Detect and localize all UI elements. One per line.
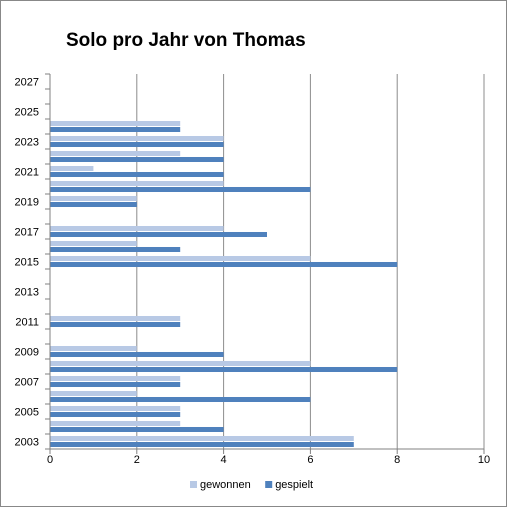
bar-gewonnen-2009 bbox=[50, 346, 137, 351]
y-tick-label: 2009 bbox=[15, 347, 39, 359]
y-tick-label: 2007 bbox=[15, 377, 39, 389]
bar-gespielt-2003 bbox=[50, 442, 354, 447]
bar-gewonnen-2007 bbox=[50, 376, 181, 381]
x-tick-label: 0 bbox=[47, 454, 53, 466]
bar-gewonnen-2015 bbox=[50, 256, 311, 261]
x-tick-label: 6 bbox=[307, 454, 313, 466]
y-tick-label: 2017 bbox=[15, 227, 39, 239]
bar-gespielt-2005 bbox=[50, 412, 181, 417]
x-tick-label: 4 bbox=[221, 454, 227, 466]
bar-gewonnen-2011 bbox=[50, 316, 181, 321]
legend-label-gewonnen: gewonnen bbox=[200, 479, 251, 491]
bar-gespielt-2008 bbox=[50, 367, 398, 372]
bar-gewonnen-2024 bbox=[50, 121, 181, 126]
y-tick-label: 2013 bbox=[15, 287, 39, 299]
y-tick-label: 2021 bbox=[15, 167, 39, 179]
chart-title: Solo pro Jahr von Thomas bbox=[66, 30, 306, 51]
bar-gespielt-2009 bbox=[50, 352, 224, 357]
bar-gewonnen-2008 bbox=[50, 361, 311, 366]
bar-gespielt-2022 bbox=[50, 157, 224, 162]
bar-gewonnen-2005 bbox=[50, 406, 181, 411]
bar-gespielt-2007 bbox=[50, 382, 181, 387]
y-tick-label: 2019 bbox=[15, 197, 39, 209]
bar-gewonnen-2016 bbox=[50, 241, 137, 246]
y-tick-label: 2015 bbox=[15, 257, 39, 269]
bar-gespielt-2019 bbox=[50, 202, 137, 207]
bar-gewonnen-2023 bbox=[50, 136, 224, 141]
legend-swatch-gespielt bbox=[265, 481, 273, 488]
x-tick-label: 8 bbox=[394, 454, 400, 466]
bar-gespielt-2020 bbox=[50, 187, 311, 192]
legend-swatch-gewonnen bbox=[190, 481, 197, 488]
x-tick-label: 10 bbox=[478, 454, 490, 466]
bar-gespielt-2023 bbox=[50, 142, 224, 147]
bar-gewonnen-2022 bbox=[50, 151, 181, 156]
bar-gewonnen-2020 bbox=[50, 181, 224, 186]
bar-gewonnen-2017 bbox=[50, 226, 224, 231]
y-tick-label: 2003 bbox=[15, 437, 39, 449]
y-tick-label: 2023 bbox=[15, 137, 39, 149]
bar-gespielt-2017 bbox=[50, 232, 267, 237]
x-tick-label: 2 bbox=[134, 454, 140, 466]
bar-gespielt-2016 bbox=[50, 247, 181, 252]
bar-gewonnen-2019 bbox=[50, 196, 137, 201]
bar-gewonnen-2004 bbox=[50, 421, 181, 426]
bar-gespielt-2004 bbox=[50, 427, 224, 432]
bar-gewonnen-2006 bbox=[50, 391, 137, 396]
y-tick-label: 2027 bbox=[15, 77, 39, 89]
bar-gewonnen-2003 bbox=[50, 436, 354, 441]
y-tick-label: 2025 bbox=[15, 107, 39, 119]
bar-gespielt-2011 bbox=[50, 322, 181, 327]
y-tick-label: 2011 bbox=[15, 317, 39, 329]
bar-gespielt-2021 bbox=[50, 172, 224, 177]
y-tick-label: 2005 bbox=[15, 407, 39, 419]
bar-gewonnen-2021 bbox=[50, 166, 94, 171]
bar-gespielt-2006 bbox=[50, 397, 311, 402]
bar-gespielt-2024 bbox=[50, 127, 181, 132]
legend-label-gespielt: gespielt bbox=[275, 479, 313, 491]
bar-gespielt-2015 bbox=[50, 262, 398, 267]
